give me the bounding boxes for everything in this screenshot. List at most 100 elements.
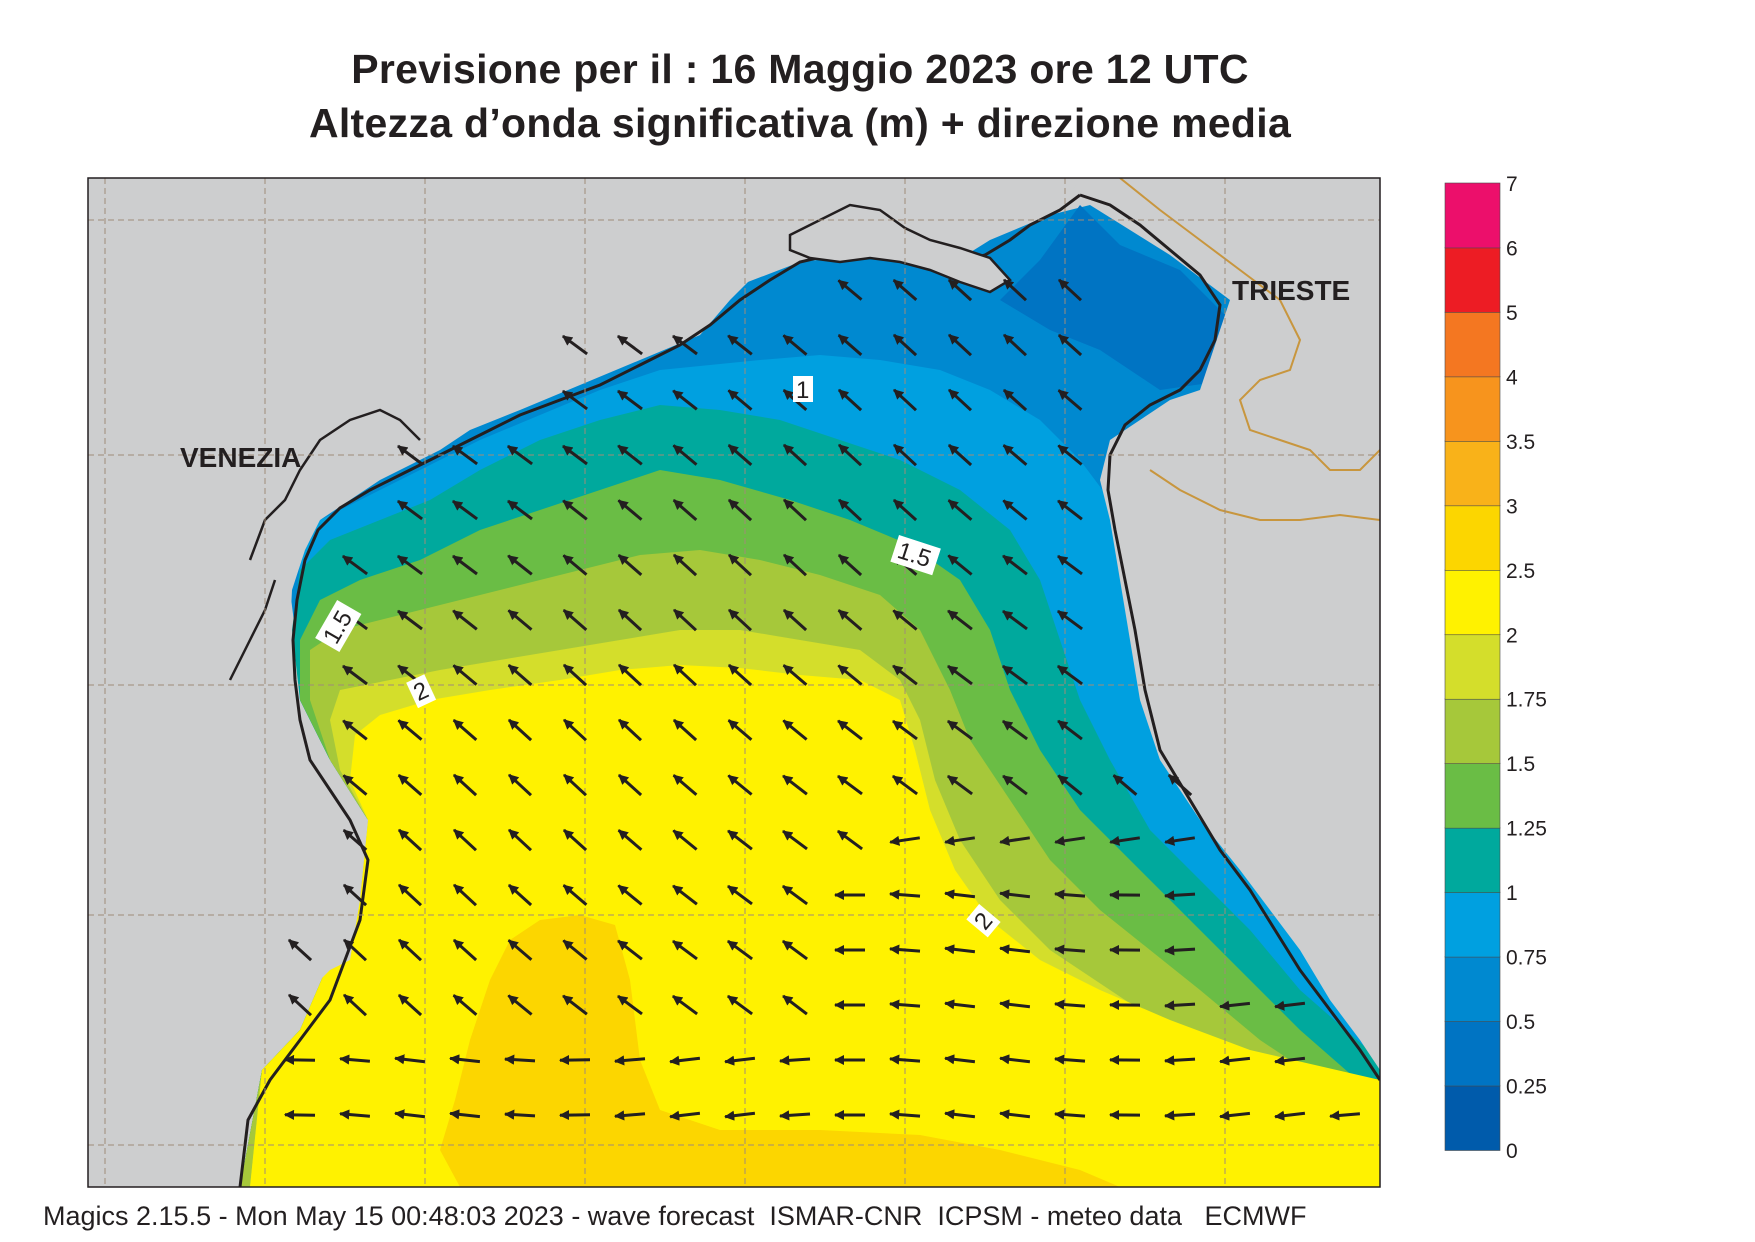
wave-direction-arrow xyxy=(669,1110,701,1121)
colorbar-swatch xyxy=(1444,633,1501,700)
wave-direction-arrow xyxy=(452,554,478,576)
wave-direction-arrow xyxy=(617,829,643,851)
wave-direction-arrow xyxy=(999,999,1031,1010)
colorbar-swatch xyxy=(1444,376,1501,442)
wave-direction-arrow xyxy=(507,554,533,576)
sea-band-0.25-0.5 xyxy=(1000,205,1230,390)
wave-direction-arrow xyxy=(342,938,368,962)
wave-direction-arrow xyxy=(342,883,368,907)
wave-direction-arrow xyxy=(669,1055,701,1066)
map-frame xyxy=(87,177,1381,1188)
wave-direction-arrow xyxy=(1057,389,1083,411)
wave-direction-arrow xyxy=(342,774,368,796)
map-title: Previsione per il : 16 Maggio 2023 ore 1… xyxy=(351,46,1249,92)
wave-direction-arrow xyxy=(452,828,478,852)
wave-direction-arrow xyxy=(672,663,698,687)
coastline-lagoon-islands xyxy=(228,408,421,681)
wave-direction-arrow xyxy=(782,939,808,961)
colorbar-swatch xyxy=(1444,698,1501,765)
wave-direction-arrow xyxy=(944,1054,976,1065)
wave-direction-arrow xyxy=(727,663,753,687)
national-border xyxy=(1119,178,1380,521)
wave-direction-arrow xyxy=(892,278,918,302)
wave-direction-arrow xyxy=(782,829,808,851)
wave-direction-arrow xyxy=(342,719,368,741)
wave-direction-arrow xyxy=(342,664,368,686)
colorbar-swatch xyxy=(1444,827,1501,893)
wave-direction-arrow xyxy=(947,443,973,467)
colorbar-tick-label: 0.25 xyxy=(1506,1076,1547,1099)
wave-direction-arrow xyxy=(1219,1000,1251,1011)
wave-direction-arrow xyxy=(1163,1000,1196,1011)
wave-direction-arrow xyxy=(999,1054,1031,1065)
wave-direction-arrow xyxy=(837,719,863,741)
wave-direction-arrow xyxy=(1002,664,1028,686)
wave-direction-arrow xyxy=(1219,1110,1251,1121)
wave-direction-arrow xyxy=(1053,944,1086,955)
wave-direction-arrow xyxy=(837,443,863,467)
wave-direction-arrow xyxy=(1057,444,1083,466)
colorbar-swatch xyxy=(1444,891,1501,958)
wave-direction-arrow xyxy=(944,835,976,846)
wave-direction-arrow xyxy=(727,994,753,1016)
wave-direction-arrow xyxy=(562,939,588,961)
wave-direction-arrow xyxy=(672,829,698,851)
land-istria xyxy=(1100,178,1380,1070)
contour-label: 1 xyxy=(793,376,813,404)
wave-direction-arrow xyxy=(1167,773,1193,797)
colorbar-tick-label: 3.5 xyxy=(1506,431,1535,454)
wave-direction-arrow xyxy=(947,664,973,686)
wave-direction-arrow xyxy=(397,883,423,907)
grid-lines xyxy=(88,178,1380,1187)
wave-direction-arrow xyxy=(892,388,918,412)
wave-direction-arrow xyxy=(562,554,588,576)
wave-direction-arrow xyxy=(1053,999,1086,1010)
wave-direction-arrow xyxy=(888,1109,921,1120)
wave-direction-arrow xyxy=(562,444,588,466)
wave-direction-arrow xyxy=(837,664,863,686)
footer-credits: Magics 2.15.5 - Mon May 15 00:48:03 2023… xyxy=(43,1201,1307,1231)
wave-direction-arrow xyxy=(562,608,588,632)
wave-direction-arrow xyxy=(1057,278,1083,302)
colorbar-tick-label: 0 xyxy=(1506,1140,1518,1163)
wave-direction-arrow xyxy=(782,719,808,741)
wave-direction-arrow xyxy=(507,444,533,466)
wave-direction-arrow xyxy=(782,608,808,632)
wave-direction-arrow xyxy=(1002,499,1028,521)
wave-direction-arrow xyxy=(999,944,1031,955)
wave-direction-arrow xyxy=(727,884,753,906)
wave-direction-arrow xyxy=(1329,1110,1361,1121)
wave-direction-arrow xyxy=(397,938,423,962)
wave-direction-arrow xyxy=(724,1110,756,1121)
wave-direction-arrow xyxy=(342,554,368,576)
wave-direction-arrow xyxy=(613,1110,646,1121)
wave-direction-arrow xyxy=(562,499,588,521)
wave-direction-arrow xyxy=(1057,554,1083,576)
wave-direction-arrow xyxy=(1053,1054,1086,1065)
wave-direction-arrow xyxy=(397,499,423,521)
colorbar-tick-label: 7 xyxy=(1506,173,1518,196)
wave-direction-arrow xyxy=(1002,444,1028,466)
wave-direction-arrow xyxy=(452,499,478,521)
wave-direction-arrow xyxy=(892,609,918,631)
wave-direction-arrow xyxy=(837,333,863,357)
colorbar-swatch xyxy=(1444,956,1501,1022)
colorbar: 7 6 5 4 3.5 3 2.5 2 1.75 1.5 1.25 1 0.75 0.5 0.25 0 xyxy=(1444,173,1547,1163)
wave-direction-arrow xyxy=(892,333,918,357)
wave-direction-arrow xyxy=(617,444,643,466)
wave-direction-arrow xyxy=(837,498,863,522)
wave-direction-arrow xyxy=(507,718,533,742)
wave-direction-arrow xyxy=(449,1109,481,1120)
wave-direction-arrow xyxy=(397,993,423,1017)
wave-direction-arrow xyxy=(947,388,973,412)
colorbar-tick-label: 1 xyxy=(1506,882,1518,905)
wave-direction-arrow xyxy=(672,389,698,411)
wave-direction-arrow xyxy=(1002,554,1028,576)
contour-label: 2 xyxy=(966,904,1001,938)
colorbar-tick-label: 2.5 xyxy=(1506,560,1535,583)
wave-direction-arrow xyxy=(778,1055,811,1066)
wave-direction-arrow xyxy=(837,553,863,577)
colorbar-swatch xyxy=(1444,505,1501,571)
wave-direction-arrow xyxy=(947,333,973,357)
